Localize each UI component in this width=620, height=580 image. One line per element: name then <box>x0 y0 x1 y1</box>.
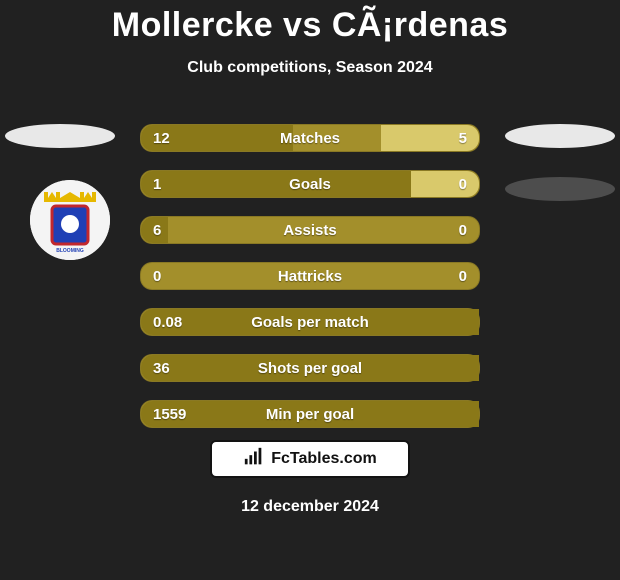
stat-row: 00Hattricks <box>140 262 480 290</box>
club-crest: BLOOMING <box>30 180 110 260</box>
page-title: Mollercke vs CÃ¡rdenas <box>0 0 620 45</box>
stat-label: Goals <box>141 171 479 199</box>
footer-date: 12 december 2024 <box>0 498 620 516</box>
stat-row: 125Matches <box>140 124 480 152</box>
stat-row: 0.08Goals per match <box>140 308 480 336</box>
stats-bars: 125Matches 10Goals 60Assists 00Hattricks 0.0… <box>140 124 480 446</box>
footer-branding: FcTables.com <box>210 440 410 478</box>
stat-label: Assists <box>141 217 479 245</box>
stat-row: 1559Min per goal <box>140 400 480 428</box>
chart-icon <box>243 446 265 473</box>
stat-label: Min per goal <box>141 401 479 429</box>
stat-row: 10Goals <box>140 170 480 198</box>
player-left-ellipse <box>5 124 115 148</box>
stat-label: Hattricks <box>141 263 479 291</box>
svg-text:BLOOMING: BLOOMING <box>56 248 84 254</box>
footer-label: FcTables.com <box>271 450 377 468</box>
stat-label: Goals per match <box>141 309 479 337</box>
page-subtitle: Club competitions, Season 2024 <box>0 59 620 77</box>
stat-row: 60Assists <box>140 216 480 244</box>
player-right-shadow <box>505 177 615 201</box>
stat-label: Matches <box>141 125 479 153</box>
stat-row: 36Shots per goal <box>140 354 480 382</box>
stat-label: Shots per goal <box>141 355 479 383</box>
player-right-ellipse <box>505 124 615 148</box>
